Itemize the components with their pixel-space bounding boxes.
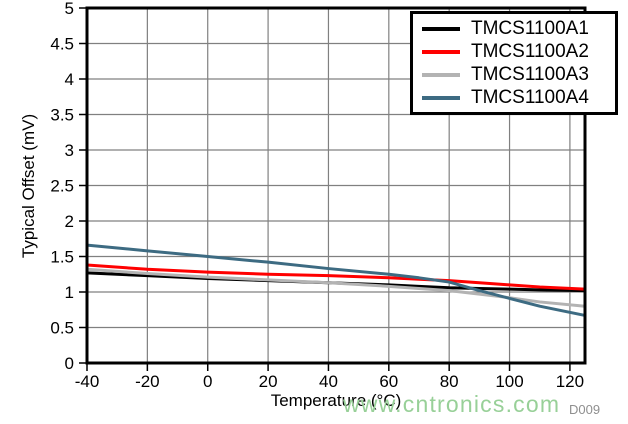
legend-swatch <box>422 49 460 54</box>
x-tick-label: 100 <box>495 372 523 391</box>
x-tick-label: 0 <box>203 372 212 391</box>
y-tick-label: 1.5 <box>50 248 74 267</box>
y-tick-label: 0.5 <box>50 319 74 338</box>
legend-swatch <box>422 95 460 100</box>
y-tick-label: 4 <box>65 70 74 89</box>
x-tick-label: -20 <box>135 372 160 391</box>
watermark-text: www.cntronics.com <box>343 391 561 417</box>
x-tick-label: 20 <box>259 372 278 391</box>
legend-item: TMCS1100A4 <box>422 88 615 107</box>
y-tick-label: 2 <box>65 212 74 231</box>
series-line-TMCS1100A4 <box>86 243 586 317</box>
y-tick-label: 2.5 <box>50 177 74 196</box>
x-tick-label: 40 <box>319 372 338 391</box>
y-tick-label: 3 <box>65 141 74 160</box>
legend-label: TMCS1100A3 <box>471 64 589 85</box>
y-tick-label: 5 <box>65 0 74 18</box>
x-tick-label: -40 <box>75 372 100 391</box>
legend-label: TMCS1100A4 <box>471 87 589 108</box>
legend: TMCS1100A1 TMCS1100A2 TMCS1100A3 TMCS1100A4 <box>410 11 618 115</box>
series-line-TMCS1100A2 <box>86 263 586 291</box>
legend-label: TMCS1100A2 <box>471 41 589 62</box>
y-axis-label: Typical Offset (mV) <box>19 113 38 259</box>
legend-item: TMCS1100A3 <box>422 65 615 84</box>
series-line-TMCS1100A1 <box>86 271 586 293</box>
legend-item: TMCS1100A1 <box>422 19 615 38</box>
x-tick-label: 60 <box>379 372 398 391</box>
y-tick-label: 4.5 <box>50 35 74 54</box>
plot-frame <box>85 6 587 365</box>
legend-swatch <box>422 26 460 31</box>
y-tick-label: 3.5 <box>50 106 74 125</box>
x-tick-label: 80 <box>440 372 459 391</box>
figure-id: D009 <box>569 402 601 417</box>
x-tick-label: 120 <box>556 372 584 391</box>
y-tick-label: 1 <box>65 283 74 302</box>
x-axis-label: Temperature (°C) <box>270 391 402 410</box>
y-tick-label: 0 <box>65 354 74 373</box>
legend-item: TMCS1100A2 <box>422 42 615 61</box>
legend-swatch <box>422 72 460 77</box>
legend-label: TMCS1100A1 <box>471 18 589 39</box>
